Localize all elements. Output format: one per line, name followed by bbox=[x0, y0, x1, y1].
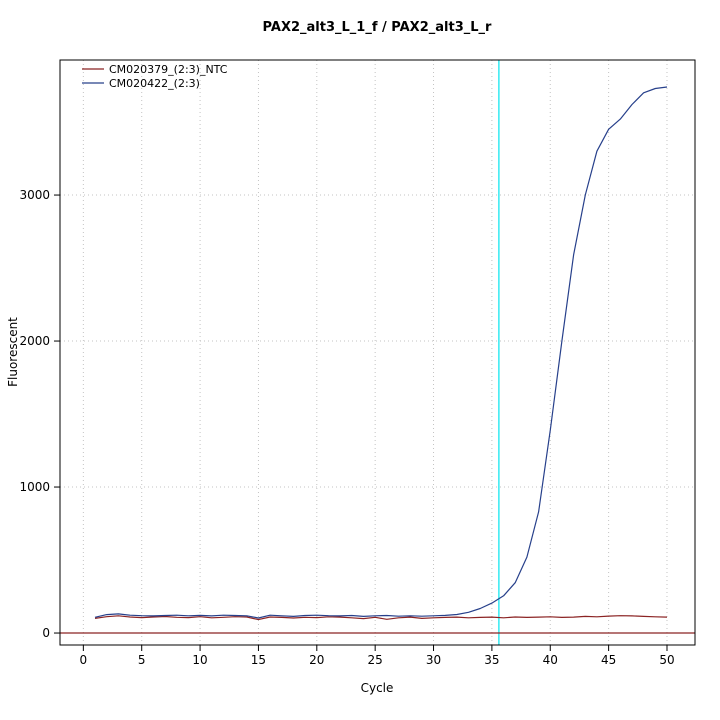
x-tick-label: 30 bbox=[426, 653, 441, 667]
x-axis-label: Cycle bbox=[361, 681, 394, 695]
series-line bbox=[94, 86, 668, 619]
x-tick-label: 25 bbox=[368, 653, 383, 667]
y-tick-label: 3000 bbox=[19, 188, 50, 202]
legend-label: CM020379_(2:3)_NTC bbox=[109, 63, 228, 76]
x-tick-label: 0 bbox=[80, 653, 88, 667]
legend-label: CM020422_(2:3) bbox=[109, 77, 200, 90]
threshold-and-baseline bbox=[60, 60, 695, 645]
series-lines bbox=[94, 86, 668, 621]
chart-title: PAX2_alt3_L_1_f / PAX2_alt3_L_r bbox=[263, 20, 492, 35]
x-tick-label: 45 bbox=[601, 653, 616, 667]
y-tick-label: 0 bbox=[42, 626, 50, 640]
y-tick-label: 1000 bbox=[19, 480, 50, 494]
x-tick-label: 35 bbox=[484, 653, 499, 667]
axis-ticks: 0 5 10 15 20 25 30 35 40 45 50 0 1000 2000 3000 bbox=[19, 188, 674, 667]
plot-border bbox=[59, 59, 696, 646]
x-tick-label: 10 bbox=[192, 653, 207, 667]
x-tick-label: 15 bbox=[251, 653, 266, 667]
y-axis-label: Fluorescent bbox=[6, 317, 20, 387]
x-tick-label: 50 bbox=[659, 653, 674, 667]
gridlines bbox=[60, 60, 695, 645]
y-tick-label: 2000 bbox=[19, 334, 50, 348]
x-tick-label: 40 bbox=[543, 653, 558, 667]
series-line bbox=[94, 615, 668, 621]
x-tick-label: 20 bbox=[309, 653, 324, 667]
x-tick-label: 5 bbox=[138, 653, 146, 667]
